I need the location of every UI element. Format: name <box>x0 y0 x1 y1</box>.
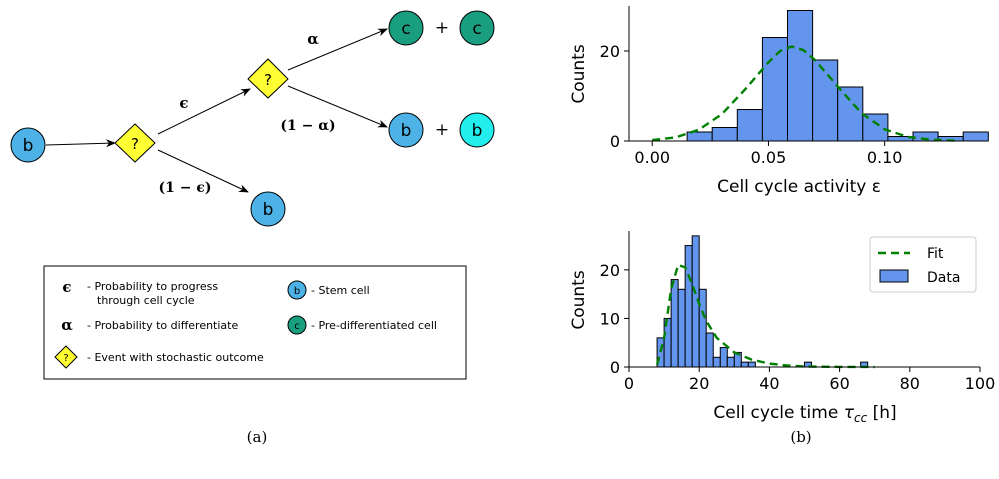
label-one-minus-alpha: (1 − α) <box>280 118 335 134</box>
decision-node-1: ? <box>114 123 156 163</box>
histogram-bar <box>726 356 735 368</box>
label-one-minus-epsilon: (1 − ϵ) <box>159 180 212 196</box>
legend-data-swatch <box>879 269 909 283</box>
legend-pre-icon-label: c <box>294 321 300 332</box>
histogram-activity-bars <box>686 10 989 142</box>
decision-node-2-label: ? <box>264 71 272 89</box>
start-stem-cell: b <box>10 127 46 163</box>
y-tick-label: 0 <box>610 358 620 377</box>
lower-stem-cell-label: b <box>263 200 274 220</box>
legend-fit-label: Fit <box>927 246 944 262</box>
y-tick-label: 20 <box>600 261 620 280</box>
legend-alpha-text: - Probability to differentiate <box>87 319 238 332</box>
legend-epsilon-text-2: through cell cycle <box>97 294 195 307</box>
stem-cell-2-label: b <box>472 121 483 141</box>
label-alpha: α <box>307 30 319 48</box>
histogram-cycle-time-ticks: 0 20 40 60 80 100 0 10 20 <box>600 261 996 393</box>
x-tick-label: 100 <box>965 374 996 393</box>
decision-node-2: ? <box>247 58 289 99</box>
legend-data-label: Data <box>927 270 960 286</box>
y-tick-label: 0 <box>610 132 620 151</box>
y-tick-label: 20 <box>600 42 620 61</box>
xlabel-subscript: cc <box>854 411 868 425</box>
histogram-bar <box>712 356 721 368</box>
stem-cell-1: b <box>388 112 424 148</box>
start-stem-cell-label: b <box>23 136 34 156</box>
legend-event-icon-label: ? <box>63 353 68 364</box>
histogram-bar <box>862 113 889 142</box>
edge-decision1-to-lower <box>157 149 249 193</box>
edge-decision2-to-bb <box>287 85 388 128</box>
histogram-bar <box>705 332 714 368</box>
legend-event-text: - Event with stochastic outcome <box>87 351 264 364</box>
histogram-bar <box>719 347 728 368</box>
histogram-bar <box>837 86 864 142</box>
x-tick-label: 60 <box>829 374 849 393</box>
legend-stem-text: - Stem cell <box>311 284 370 297</box>
pre-diff-cell-1: c <box>388 10 424 46</box>
diagram-legend: ϵ - Probability to progress through cell… <box>43 265 467 380</box>
histogram-bar <box>684 245 693 368</box>
legend-epsilon-text-1: - Probability to progress <box>87 280 218 293</box>
legend-stem-icon-label: b <box>294 286 300 297</box>
histogram-bar <box>787 10 814 142</box>
histogram-bar <box>747 361 756 368</box>
x-tick-label: 0.00 <box>634 148 670 167</box>
lower-stem-cell: b <box>250 191 286 227</box>
caption-a: (a) <box>247 428 268 446</box>
histogram-activity-xlabel: Cell cycle activity ε <box>717 177 881 197</box>
pre-diff-cell-2: c <box>459 10 495 46</box>
legend-event-icon: ? <box>54 345 78 369</box>
histogram-activity-ylabel: Counts <box>569 44 589 103</box>
stem-cell-2: b <box>459 112 495 148</box>
decision-node-1-label: ? <box>131 135 139 153</box>
x-tick-label: 40 <box>759 374 779 393</box>
xlabel-unit: [h] <box>867 403 896 423</box>
x-tick-label: 0.05 <box>751 148 787 167</box>
cell-fate-diagram: ϵ (1 − ϵ) α (1 − α) b ? ? b c + <box>10 10 495 446</box>
histogram-cycle-time: 0 20 40 60 80 100 0 10 20 Counts Cell cycle time… <box>569 231 995 425</box>
x-tick-label: 20 <box>689 374 709 393</box>
histogram-bar <box>670 279 679 368</box>
plus-sign-mid: + <box>435 120 449 140</box>
histogram-activity-ticks: 0.00 0.05 0.10 0 20 <box>600 42 903 167</box>
stem-cell-1-label: b <box>401 121 412 141</box>
histogram-bar <box>698 288 707 368</box>
histogram-bar <box>740 361 749 368</box>
histogram-cycle-time-xlabel: Cell cycle time τcc [h] <box>713 403 896 425</box>
legend-alpha-symbol: α <box>61 316 73 334</box>
y-tick-label: 10 <box>600 309 620 328</box>
x-tick-label: 0.10 <box>867 148 903 167</box>
histogram-cycle-time-ylabel: Counts <box>569 270 589 329</box>
caption-b: (b) <box>790 428 811 446</box>
edge-start-to-decision1 <box>45 139 116 148</box>
histogram-bar <box>677 288 686 368</box>
plus-sign-top: + <box>435 18 449 38</box>
pre-diff-cell-1-label: c <box>401 19 410 39</box>
label-epsilon: ϵ <box>179 94 188 112</box>
histogram-bar <box>736 109 763 142</box>
histogram-activity-fit-curve <box>652 45 955 142</box>
x-tick-label: 80 <box>900 374 920 393</box>
pre-diff-cell-2-label: c <box>472 19 481 39</box>
histogram-cycle-time-bars <box>656 235 869 368</box>
histogram-bar <box>812 59 839 142</box>
legend-pre-icon: c <box>287 315 307 335</box>
edge-decision1-to-decision2 <box>157 88 251 135</box>
histogram-bar <box>962 131 989 142</box>
xlabel-main: Cell cycle time <box>713 403 843 423</box>
xlabel-symbol: τ <box>844 403 855 423</box>
legend-stem-icon: b <box>287 280 307 300</box>
chart-legend: Fit Data <box>869 236 977 293</box>
histogram-bar <box>761 37 789 142</box>
histogram-activity: 0.00 0.05 0.10 0 20 Counts Cell cycle activi… <box>569 6 989 197</box>
legend-pre-text: - Pre-differentiated cell <box>311 319 437 332</box>
x-tick-label: 0 <box>624 374 634 393</box>
histogram-bar <box>711 127 738 142</box>
legend-epsilon-symbol: ϵ <box>62 278 71 296</box>
edge-decision2-to-cc <box>287 28 388 71</box>
histogram-cycle-time-fit-curve <box>655 263 875 369</box>
